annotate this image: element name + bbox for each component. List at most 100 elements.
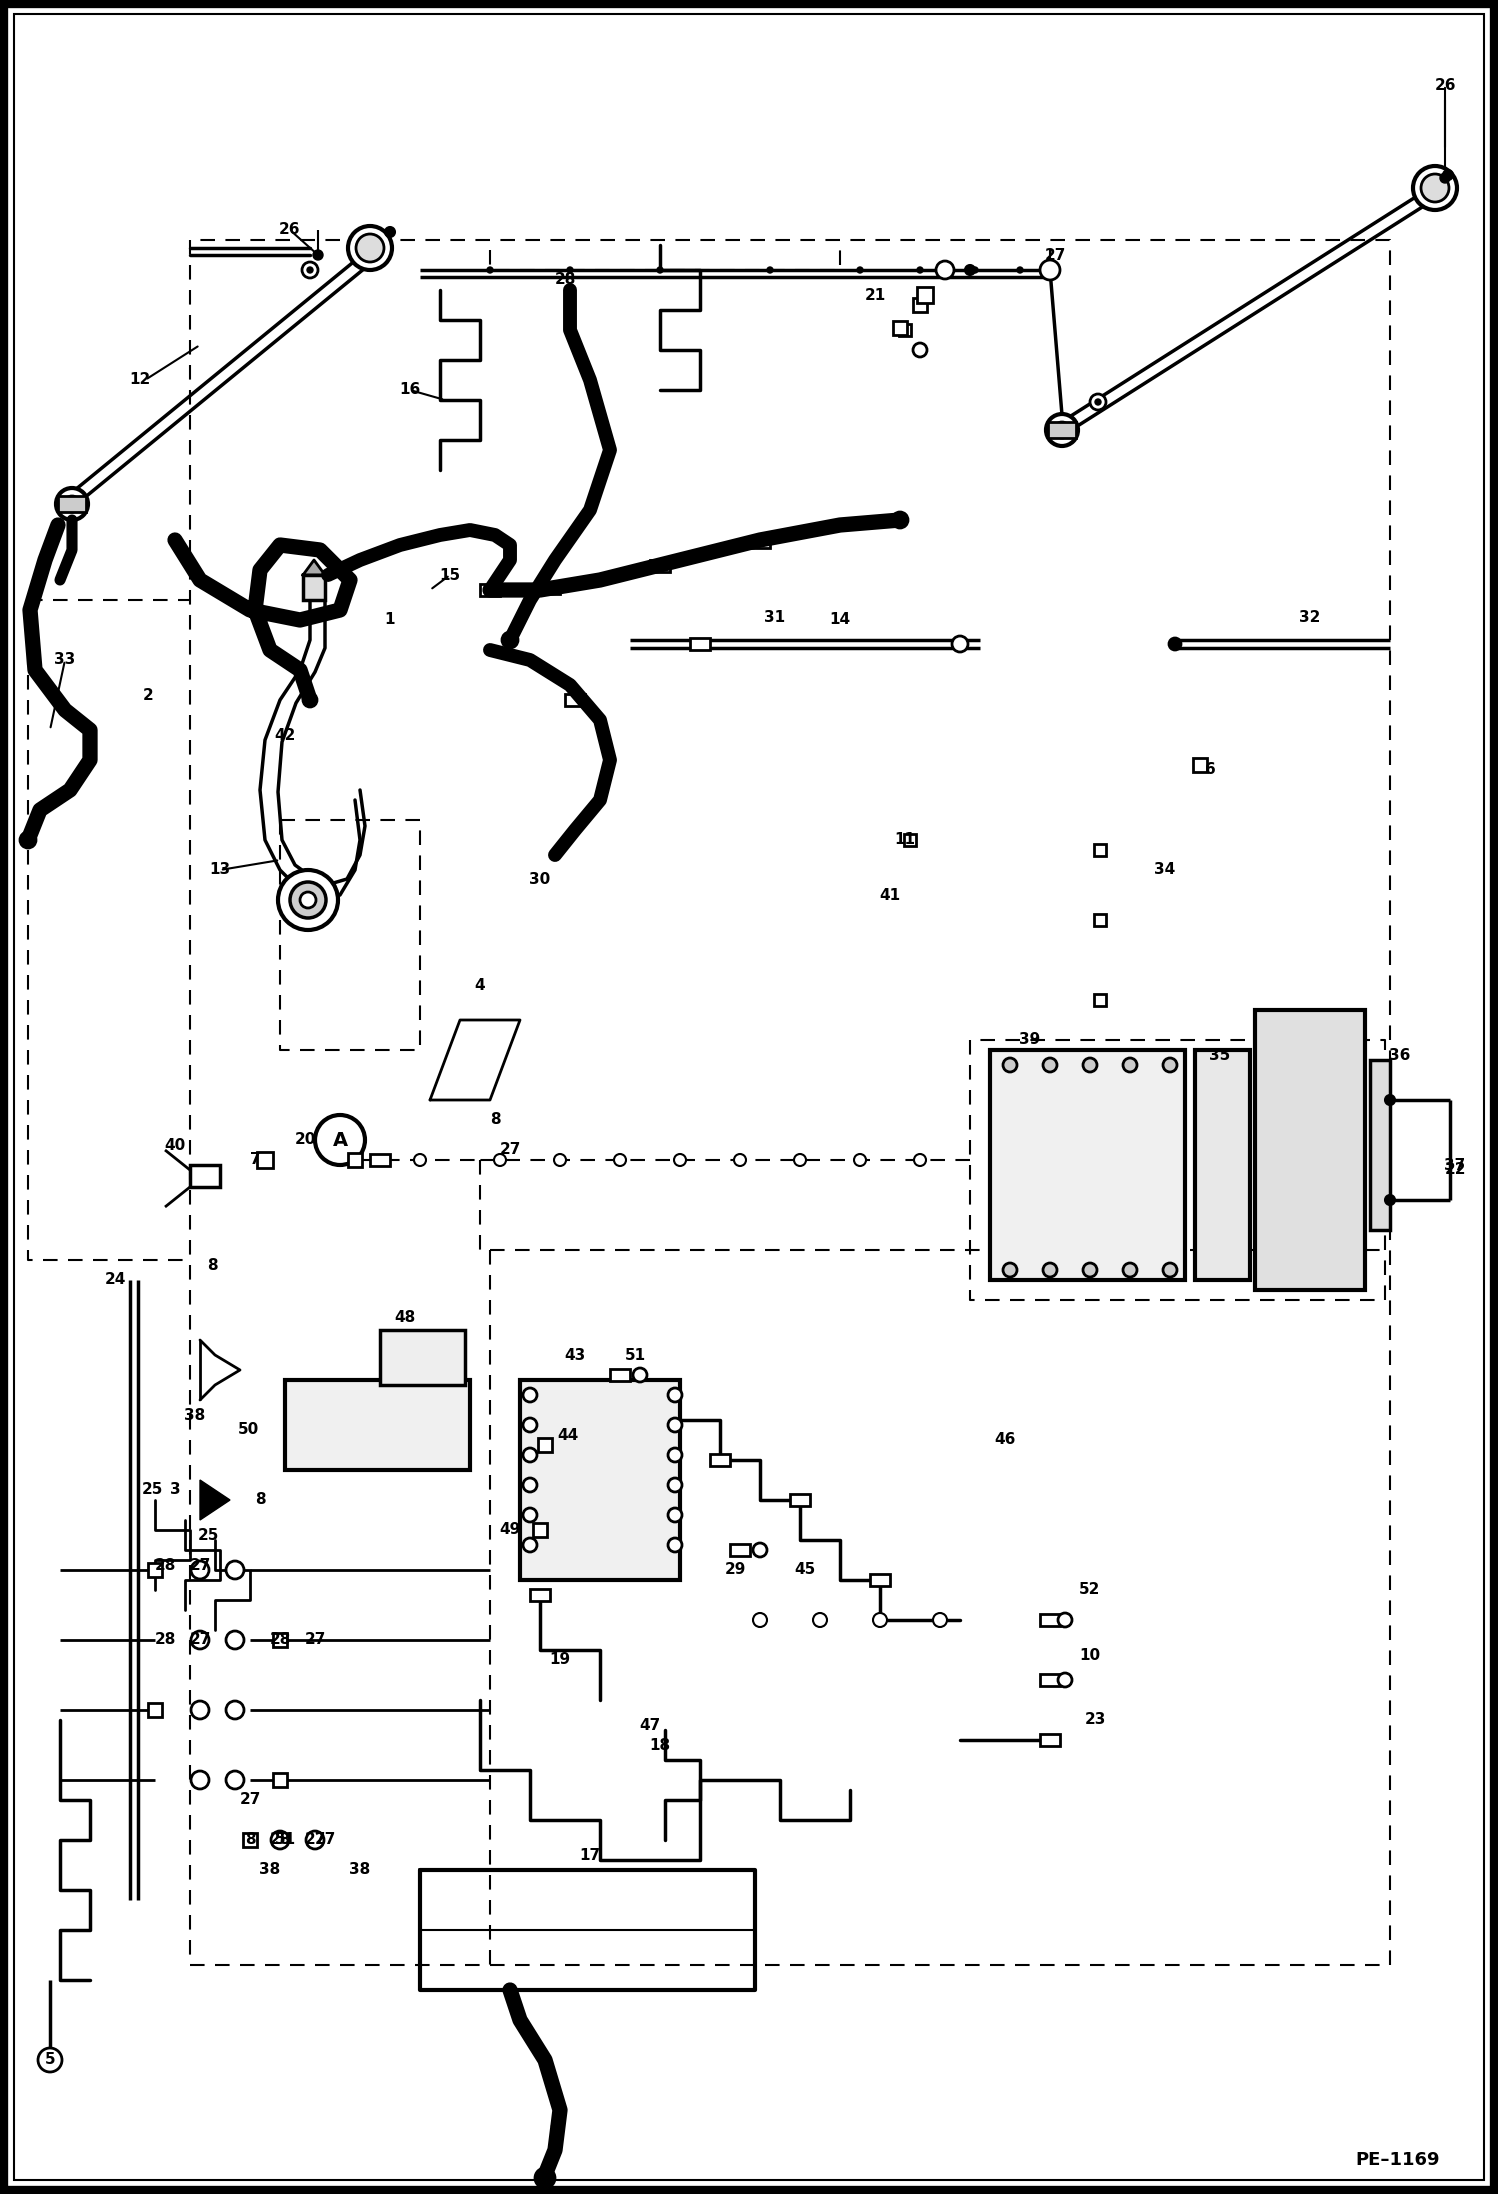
Bar <box>730 1545 750 1556</box>
Bar <box>710 1455 730 1466</box>
Circle shape <box>1055 421 1070 439</box>
Circle shape <box>1004 1058 1017 1073</box>
Text: 8: 8 <box>207 1257 217 1273</box>
Polygon shape <box>201 1481 231 1520</box>
Text: 29: 29 <box>725 1562 746 1577</box>
Text: 28: 28 <box>154 1558 175 1573</box>
Text: 26: 26 <box>279 222 301 237</box>
Circle shape <box>965 265 975 274</box>
Circle shape <box>348 226 392 270</box>
Text: 45: 45 <box>794 1562 815 1577</box>
Circle shape <box>523 1417 536 1433</box>
Bar <box>348 1154 363 1167</box>
Circle shape <box>1004 1264 1017 1277</box>
Text: PE–1169: PE–1169 <box>1356 2150 1440 2170</box>
Circle shape <box>494 1154 506 1165</box>
Text: A: A <box>333 1130 348 1150</box>
Text: 16: 16 <box>400 382 421 397</box>
Circle shape <box>523 1448 536 1461</box>
Bar <box>273 1632 288 1648</box>
Text: 25: 25 <box>198 1527 219 1542</box>
Circle shape <box>1162 1058 1177 1073</box>
Circle shape <box>658 268 664 272</box>
Circle shape <box>271 1832 289 1850</box>
Circle shape <box>226 1771 244 1788</box>
Circle shape <box>914 1154 926 1165</box>
Text: 18: 18 <box>650 1738 671 1753</box>
Circle shape <box>1095 399 1101 406</box>
Text: 5: 5 <box>45 2054 55 2067</box>
Text: 48: 48 <box>394 1310 415 1325</box>
Text: 9: 9 <box>550 2122 560 2137</box>
Text: 3: 3 <box>169 1483 180 1499</box>
Text: 22: 22 <box>1444 1163 1465 1178</box>
Circle shape <box>192 1771 210 1788</box>
Circle shape <box>734 1154 746 1165</box>
Text: 52: 52 <box>1080 1582 1101 1597</box>
Bar <box>899 325 911 336</box>
Text: 27: 27 <box>304 1632 325 1648</box>
Text: 27: 27 <box>1044 248 1065 263</box>
Bar <box>533 1523 547 1538</box>
Bar <box>893 320 906 336</box>
Text: 8: 8 <box>255 1492 265 1507</box>
Circle shape <box>300 893 316 908</box>
Bar <box>539 581 560 595</box>
Circle shape <box>1413 167 1458 211</box>
Circle shape <box>1083 1058 1097 1073</box>
Circle shape <box>1443 169 1453 180</box>
Bar <box>789 1494 810 1505</box>
Circle shape <box>523 1479 536 1492</box>
Circle shape <box>1422 173 1449 202</box>
Circle shape <box>55 487 88 520</box>
Circle shape <box>1043 1058 1058 1073</box>
Text: 4: 4 <box>475 979 485 992</box>
Circle shape <box>568 268 574 272</box>
Circle shape <box>291 882 327 917</box>
Text: 40: 40 <box>165 1136 186 1152</box>
Circle shape <box>1083 1264 1097 1277</box>
Text: 21: 21 <box>864 287 885 303</box>
Circle shape <box>873 1613 887 1628</box>
Text: 49: 49 <box>499 1523 521 1538</box>
Circle shape <box>307 268 313 272</box>
Circle shape <box>1043 1264 1058 1277</box>
Text: 37: 37 <box>1444 1158 1465 1172</box>
Text: 25: 25 <box>141 1483 163 1499</box>
Circle shape <box>936 261 954 279</box>
Circle shape <box>891 511 908 529</box>
Text: 27: 27 <box>499 1143 521 1158</box>
Circle shape <box>306 1832 324 1850</box>
Circle shape <box>813 1613 827 1628</box>
Circle shape <box>523 1538 536 1551</box>
Circle shape <box>857 268 863 272</box>
Text: 28: 28 <box>154 1632 175 1648</box>
Bar <box>750 535 770 548</box>
Circle shape <box>554 1154 566 1165</box>
Bar <box>148 1562 162 1577</box>
Circle shape <box>1162 1264 1177 1277</box>
Circle shape <box>1046 415 1079 445</box>
Text: 13: 13 <box>210 862 231 878</box>
Text: 20: 20 <box>294 1132 316 1147</box>
Circle shape <box>668 1389 682 1402</box>
Text: 28: 28 <box>270 1632 291 1648</box>
Text: 41: 41 <box>879 889 900 902</box>
Circle shape <box>19 832 36 849</box>
Text: 39: 39 <box>1019 1033 1041 1047</box>
Circle shape <box>1058 1613 1073 1628</box>
Circle shape <box>535 2168 554 2187</box>
Bar <box>285 1380 470 1470</box>
Text: 38: 38 <box>184 1409 205 1422</box>
Text: 28: 28 <box>554 272 575 287</box>
Text: 12: 12 <box>129 373 151 388</box>
Circle shape <box>413 1154 425 1165</box>
Bar <box>58 496 85 511</box>
Bar <box>1040 1733 1061 1746</box>
Text: 14: 14 <box>830 612 851 627</box>
Text: 2: 2 <box>142 687 153 702</box>
Circle shape <box>313 250 324 261</box>
Circle shape <box>1124 1058 1137 1073</box>
Circle shape <box>854 1154 866 1165</box>
Text: 24: 24 <box>105 1273 126 1288</box>
